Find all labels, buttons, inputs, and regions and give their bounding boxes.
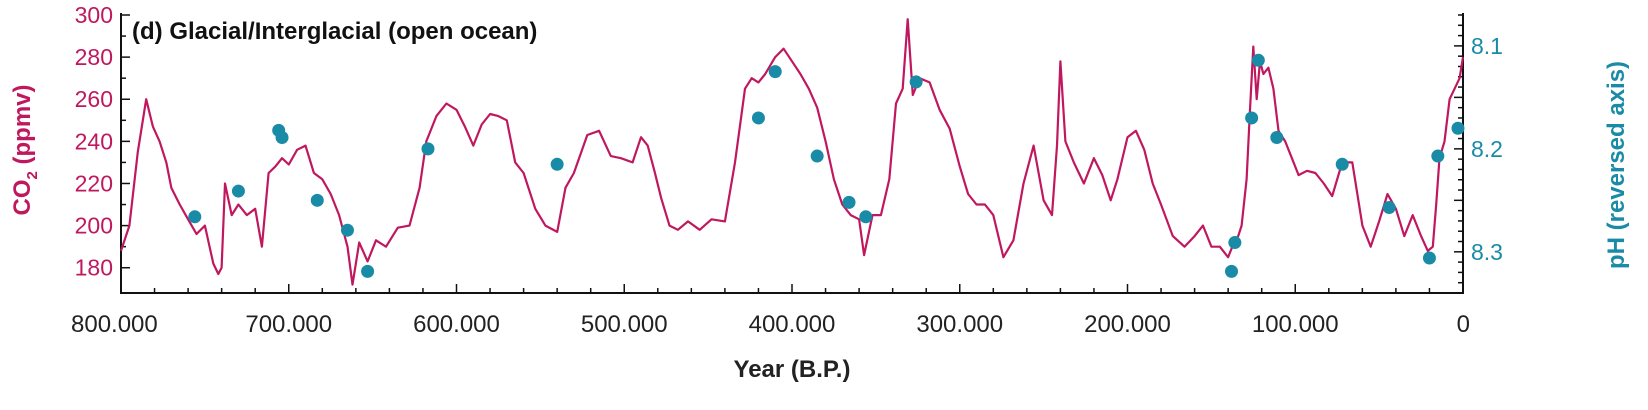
ph-data-point — [550, 157, 564, 171]
ph-data-point — [340, 223, 354, 237]
x-axis-tick-label: 600.000 — [413, 311, 500, 338]
left-axis-tick-label: 260 — [75, 86, 113, 112]
x-axis-tick-label: 700.000 — [245, 311, 332, 338]
x-axis-tick-label: 200.000 — [1084, 311, 1171, 338]
x-axis-tick-label: 300.000 — [916, 311, 1003, 338]
plot-frame — [120, 13, 1464, 294]
ph-data-point — [909, 75, 923, 89]
left-axis-tick-label: 180 — [75, 255, 113, 281]
right-axis-ticks: 8.1 8.2 8.3 — [1454, 14, 1503, 294]
ph-data-point — [1382, 201, 1396, 215]
ph-data-point — [361, 264, 375, 278]
ph-data-point — [842, 195, 856, 209]
ph-data-point — [231, 184, 245, 198]
ph-data-point — [188, 210, 202, 224]
ph-data-point — [1251, 53, 1265, 67]
ph-series-points — [188, 53, 1465, 278]
ph-data-point — [751, 111, 765, 125]
x-axis-tick-label: 400.000 — [749, 311, 836, 338]
ph-data-point — [1225, 264, 1239, 278]
left-axis-label-main: CO — [9, 180, 36, 216]
ph-data-point — [859, 210, 873, 224]
x-axis-label: Year (B.P.) — [734, 356, 851, 383]
ph-data-point — [1431, 149, 1445, 163]
left-axis-label-rest: (ppmv) — [9, 84, 36, 171]
left-axis-tick-label: 200 — [75, 213, 113, 239]
x-axis-tick-label: 0 — [1457, 311, 1470, 338]
ph-data-point — [310, 193, 324, 207]
x-axis-tick-label: 800.000 — [71, 311, 158, 338]
ph-data-point — [1270, 131, 1284, 145]
x-axis-tick-label: 500.000 — [581, 311, 668, 338]
right-axis-tick-label: 8.3 — [1471, 239, 1503, 265]
left-axis-label-subscript: 2 — [24, 171, 41, 179]
ph-data-point — [810, 149, 824, 163]
right-axis-tick-label: 8.1 — [1471, 33, 1503, 59]
ph-data-point — [275, 131, 289, 145]
ph-data-point — [1451, 121, 1465, 135]
x-axis-tick-label: 100.000 — [1252, 311, 1339, 338]
ph-data-point — [1422, 251, 1436, 265]
right-axis-tick-label: 8.2 — [1471, 136, 1503, 162]
chart-title: (d) Glacial/Interglacial (open ocean) — [132, 18, 537, 45]
ph-data-point — [421, 142, 435, 156]
left-axis-tick-label: 240 — [75, 128, 113, 154]
left-axis-label: CO2 (ppmv) — [9, 84, 41, 215]
co2-series-line — [119, 18, 1465, 286]
right-axis-label: pH (reversed axis) — [1603, 61, 1630, 269]
left-axis-ticks: 180 200 220 240 260 280 300 — [75, 2, 130, 281]
left-axis-tick-label: 300 — [75, 2, 113, 28]
left-axis-tick-label: 280 — [75, 44, 113, 70]
ph-data-point — [1335, 157, 1349, 171]
left-axis-tick-label: 220 — [75, 170, 113, 196]
ph-data-point — [1228, 236, 1242, 250]
ph-data-point — [768, 65, 782, 79]
x-axis-ticks: 800.000 700.000 600.000 500.000 400.000 300.0… — [71, 284, 1470, 338]
ph-data-point — [1245, 111, 1259, 125]
